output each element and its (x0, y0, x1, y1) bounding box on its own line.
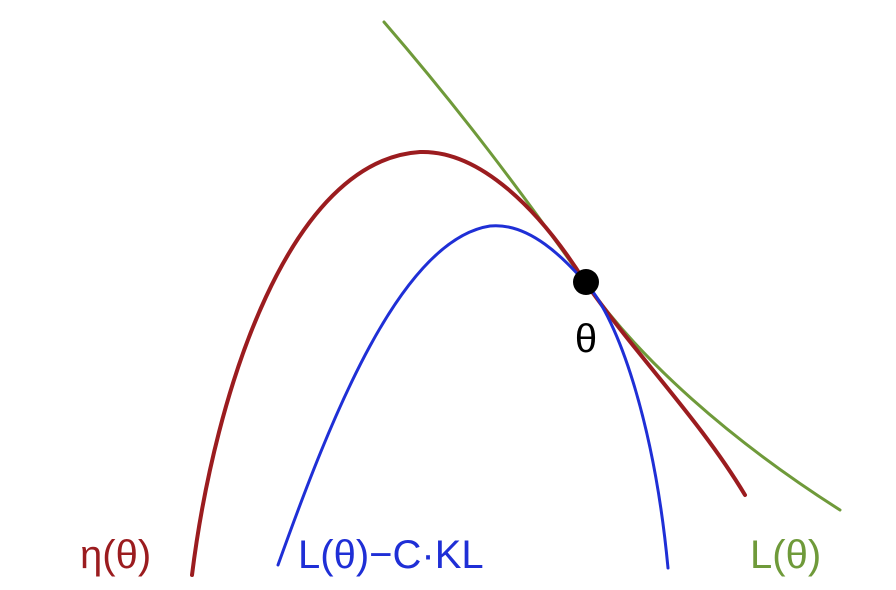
eta-curve (190, 149, 747, 577)
tangent-point (573, 269, 599, 295)
lower-bound-curve (276, 224, 670, 570)
lower-bound-label: L(θ)−C·KL (298, 533, 484, 577)
point-label: θ (575, 317, 597, 361)
surrogate-curve (382, 20, 842, 512)
eta-label: η(θ) (80, 533, 151, 577)
surrogate-label: L(θ) (750, 533, 821, 577)
